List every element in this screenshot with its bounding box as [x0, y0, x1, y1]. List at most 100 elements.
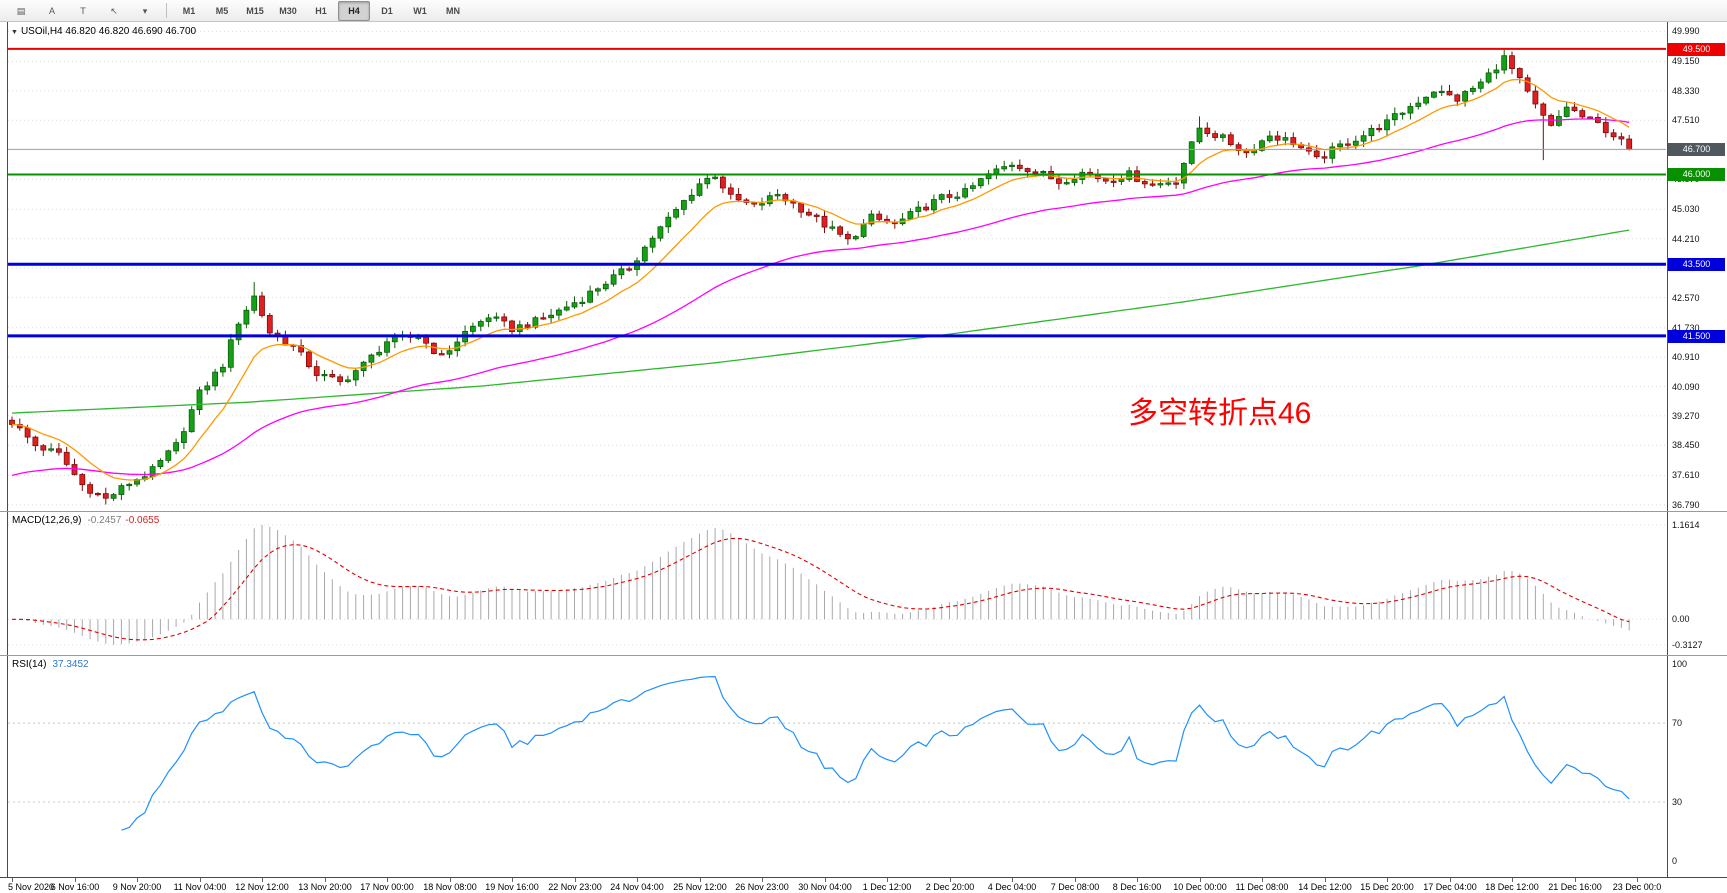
macd-axis-label: 1.1614 [1672, 519, 1700, 530]
timeframe-m15-button[interactable]: M15 [246, 5, 264, 16]
timeframe-h1-button[interactable]: H1 [315, 5, 327, 16]
chart-area[interactable]: ▼ USOil,H4 46.820 46.820 46.690 46.700 多空… [0, 22, 1727, 893]
pane-divider-macd[interactable] [0, 511, 1727, 512]
bear-candle [1102, 178, 1109, 182]
bull-candle [1556, 116, 1562, 126]
bull-candle [1391, 113, 1398, 121]
time-axis[interactable]: 5 Nov 2020 6 Nov 16:00 9 Nov 20:00 11 Nov 0… [0, 878, 1727, 893]
timeframe-m1-button[interactable]: M1 [182, 5, 196, 16]
pivot-line-price-tag: 46.000 [1668, 168, 1725, 182]
rsi-axis-label: 0 [1672, 856, 1678, 867]
rsi-line [121, 675, 1630, 831]
bull-candle [595, 288, 601, 292]
time-label: 25 Nov 12:00 [673, 882, 727, 892]
time-tick [1262, 878, 1263, 882]
bear-candle [720, 176, 726, 189]
bear-candle [71, 464, 78, 475]
bull-candle [1470, 87, 1476, 92]
price-axis-label: 39.270 [1672, 410, 1700, 421]
bull-candle [48, 448, 54, 451]
bull-candle [344, 379, 351, 382]
bull-candle [1407, 106, 1414, 114]
bear-candle [1610, 132, 1617, 138]
cursor-dropdown-caret-icon[interactable]: ▾ [142, 5, 148, 16]
collapse-triangle-icon[interactable]: ▼ [11, 29, 18, 36]
price-axis-label: 38.450 [1672, 440, 1700, 451]
time-label: 11 Dec 08:00 [1235, 882, 1289, 892]
price-axis-divider[interactable] [1667, 22, 1668, 877]
ohlc-values: 46.820 46.820 46.690 46.700 [65, 26, 197, 37]
bull-candle [321, 373, 328, 377]
bull-candle [1165, 182, 1172, 185]
chinese-annotation-text[interactable]: 多空转折点46 [1128, 397, 1312, 430]
time-label: 24 Nov 04:00 [610, 882, 664, 892]
macd-indicator-pane[interactable]: MACD(12,26,9) -0.2457 -0.0655 [0, 512, 1727, 655]
bull-candle [469, 325, 476, 332]
bull-candle [1415, 102, 1422, 107]
bear-candle [24, 427, 31, 438]
bear-candle [837, 226, 843, 235]
bear-candle [95, 492, 101, 496]
bull-candle [1352, 140, 1359, 146]
bear-candle [305, 351, 312, 368]
chart-left-frame [7, 22, 8, 877]
text-tool-t-button[interactable]: T [80, 5, 86, 16]
rsi-axis-label: 30 [1672, 797, 1683, 808]
bull-candle [673, 208, 679, 218]
bull-candle [970, 185, 976, 189]
price-axis-label: 49.990 [1672, 26, 1700, 37]
timeframe-mn-button[interactable]: MN [446, 5, 460, 16]
time-label: 9 Nov 20:00 [112, 882, 162, 892]
bull-candle [766, 195, 773, 205]
timeframe-d1-button[interactable]: D1 [381, 5, 393, 16]
text-tool-a-button[interactable]: A [48, 5, 55, 16]
rsi-indicator-pane[interactable]: RSI(14) 37.3452 [0, 656, 1727, 877]
bear-candle [1024, 168, 1031, 173]
timeframe-h4-button[interactable]: H4 [338, 0, 370, 21]
bear-candle [1056, 178, 1062, 184]
bull-candle [477, 321, 484, 327]
timeframe-m30-button[interactable]: M30 [279, 5, 297, 16]
bear-candle [509, 320, 515, 333]
rsi-value: 37.3452 [52, 659, 89, 670]
time-tick [137, 878, 138, 882]
bear-candle [1204, 127, 1211, 134]
time-tick [1575, 878, 1576, 882]
price-axis-label: 36.790 [1672, 499, 1700, 510]
macd-canvas[interactable] [0, 512, 1668, 655]
bull-candle [649, 237, 656, 248]
bear-candle [1235, 144, 1242, 151]
bear-candle [1587, 116, 1593, 119]
bull-candle [204, 385, 211, 391]
bull-candle [1337, 143, 1343, 148]
bear-candle [727, 187, 734, 195]
bull-candle [868, 213, 875, 225]
timeframe-w1-button[interactable]: W1 [413, 5, 427, 16]
bull-candle [126, 483, 133, 487]
pane-divider-rsi[interactable] [0, 655, 1727, 656]
rsi-canvas[interactable] [0, 656, 1668, 877]
time-tick [637, 878, 638, 882]
bull-candle [657, 226, 664, 239]
bull-candle [110, 494, 117, 499]
bull-candle [1063, 182, 1070, 185]
timeframe-m5-button[interactable]: M5 [215, 5, 229, 16]
price-axis-label: 49.150 [1672, 56, 1700, 67]
bull-candle [188, 409, 195, 433]
cursor-tool-icon[interactable]: ↖ [110, 5, 118, 16]
bull-candle [173, 442, 180, 452]
bull-candle [1001, 166, 1008, 170]
time-label: 1 Dec 12:00 [862, 882, 912, 892]
time-tick [75, 878, 76, 882]
bear-candle [337, 376, 344, 382]
price-axis-label: 42.570 [1672, 292, 1700, 303]
main-price-pane[interactable]: ▼ USOil,H4 46.820 46.820 46.690 46.700 多空… [0, 22, 1727, 511]
bull-candle [907, 211, 914, 220]
bear-candle [540, 317, 547, 320]
rsi-name: RSI(14) [12, 659, 47, 670]
bear-candle [1321, 156, 1328, 159]
macd-signal-line [12, 537, 1630, 641]
chart-list-icon[interactable]: ▤ [16, 5, 26, 16]
ma-slow-line [11, 229, 1630, 414]
price-chart-canvas[interactable] [0, 22, 1668, 511]
